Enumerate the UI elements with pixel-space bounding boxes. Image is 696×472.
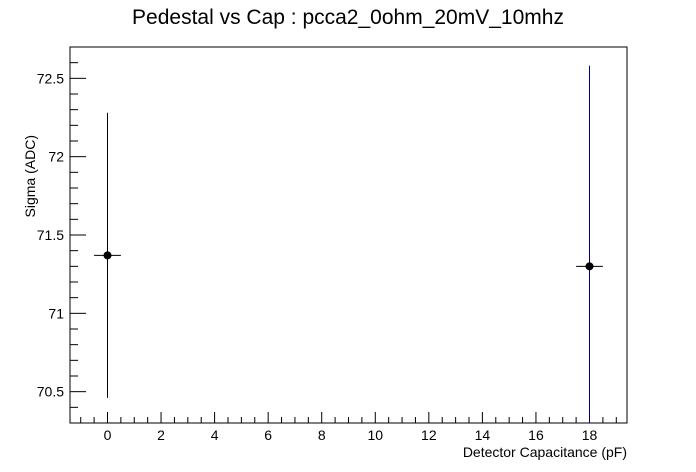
x-tick-label: 18 (582, 427, 598, 443)
x-tick-label: 14 (475, 427, 491, 443)
x-axis-label: Detector Capacitance (pF) (463, 444, 627, 460)
x-tick-label: 10 (367, 427, 383, 443)
x-tick-label: 12 (421, 427, 437, 443)
x-tick-label: 2 (157, 427, 165, 443)
x-tick-label: 8 (318, 427, 326, 443)
x-tick-label: 16 (528, 427, 544, 443)
y-tick-label: 72.5 (37, 70, 64, 86)
y-axis-ticks: 70.5 71 71.5 72 72.5 (37, 46, 86, 424)
y-tick-label: 71.5 (37, 227, 64, 243)
y-tick-label: 70.5 (37, 384, 64, 400)
point-marker (103, 251, 112, 260)
data-point (576, 65, 603, 423)
y-tick-label: 72 (48, 149, 64, 165)
plot-frame (69, 46, 628, 424)
point-marker (585, 262, 594, 271)
x-tick-label: 0 (104, 427, 112, 443)
data-point (94, 112, 121, 398)
chart-title: Pedestal vs Cap : pcca2_0ohm_20mV_10mhz (132, 6, 564, 29)
x-tick-label: 4 (211, 427, 219, 443)
y-axis-label: Sigma (ADC) (22, 135, 38, 217)
x-axis-ticks: 0 2 4 6 8 10 12 14 16 18 (80, 412, 617, 443)
data-points (94, 65, 603, 423)
x-tick-label: 6 (264, 427, 272, 443)
y-tick-label: 71 (48, 305, 64, 321)
